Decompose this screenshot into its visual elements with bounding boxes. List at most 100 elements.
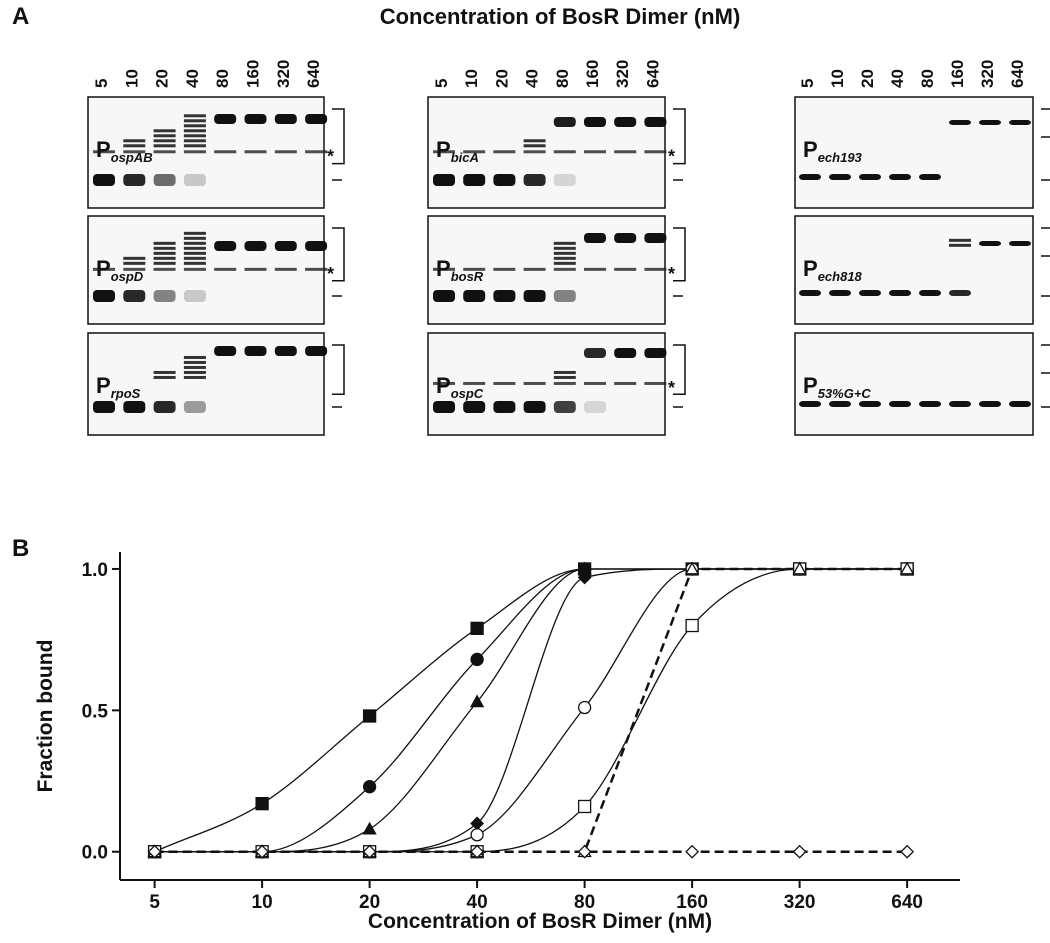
panel-label: B bbox=[12, 535, 29, 562]
band bbox=[274, 267, 297, 271]
band bbox=[553, 256, 576, 260]
lane-label: 10 bbox=[462, 69, 481, 88]
band bbox=[553, 150, 576, 154]
band bbox=[433, 267, 455, 271]
band bbox=[183, 251, 206, 255]
lane-label: 20 bbox=[858, 69, 877, 88]
band bbox=[463, 290, 486, 302]
band bbox=[153, 134, 176, 138]
band bbox=[584, 401, 606, 413]
nonspecific-marker: * bbox=[668, 378, 675, 398]
band bbox=[799, 290, 821, 296]
gel-label: PospAB bbox=[96, 137, 153, 165]
band bbox=[979, 120, 1001, 125]
lane-label: 40 bbox=[523, 69, 542, 88]
lane-label: 160 bbox=[948, 60, 967, 88]
band bbox=[153, 261, 176, 265]
x-tick-label: 320 bbox=[784, 892, 816, 913]
band bbox=[305, 150, 328, 154]
band bbox=[553, 290, 576, 302]
band bbox=[1009, 120, 1031, 125]
band bbox=[93, 401, 115, 413]
band bbox=[1009, 401, 1031, 407]
band bbox=[829, 290, 851, 296]
x-tick-label: 5 bbox=[149, 892, 160, 913]
band bbox=[433, 381, 455, 385]
band bbox=[153, 375, 176, 379]
band bbox=[463, 401, 486, 413]
band bbox=[523, 139, 546, 143]
marker bbox=[900, 844, 915, 859]
gel-label-subscript: ech193 bbox=[818, 150, 863, 165]
band bbox=[433, 174, 455, 186]
band bbox=[553, 401, 576, 413]
band bbox=[493, 401, 516, 413]
band bbox=[93, 267, 115, 271]
lane-label: 10 bbox=[828, 69, 847, 88]
gel-label-subscript: ech818 bbox=[818, 269, 863, 284]
band bbox=[1009, 241, 1031, 246]
marker bbox=[470, 694, 485, 708]
band bbox=[949, 120, 971, 125]
bracket bbox=[1041, 108, 1050, 138]
marker bbox=[900, 561, 915, 575]
marker bbox=[147, 844, 162, 859]
band bbox=[153, 150, 176, 154]
band bbox=[523, 401, 546, 413]
band bbox=[584, 233, 606, 243]
gel-frame bbox=[794, 96, 1034, 209]
marker bbox=[577, 844, 592, 859]
gel-label-main: P bbox=[96, 373, 111, 398]
gel-label-subscript: ospC bbox=[451, 386, 484, 401]
band bbox=[153, 129, 176, 133]
marker bbox=[362, 780, 377, 794]
band bbox=[553, 117, 576, 127]
bracket bbox=[1041, 344, 1050, 374]
lane-label: 320 bbox=[978, 60, 997, 88]
band bbox=[123, 139, 146, 143]
band bbox=[889, 401, 911, 407]
lane-label: 5 bbox=[798, 79, 817, 88]
band bbox=[584, 381, 606, 385]
band bbox=[949, 243, 971, 247]
band bbox=[93, 150, 115, 154]
band bbox=[553, 174, 576, 186]
marker bbox=[255, 797, 269, 811]
band bbox=[244, 114, 267, 124]
marker bbox=[577, 799, 592, 814]
band bbox=[153, 267, 176, 271]
marker bbox=[470, 621, 484, 635]
lane-label: 40 bbox=[183, 69, 202, 88]
band bbox=[153, 144, 176, 148]
y-tick-label: 1.0 bbox=[82, 560, 108, 581]
band bbox=[183, 134, 206, 138]
band bbox=[183, 360, 206, 364]
bracket bbox=[332, 227, 345, 282]
band bbox=[214, 150, 237, 154]
band bbox=[183, 290, 206, 302]
lane-label: 640 bbox=[304, 60, 323, 88]
band bbox=[153, 370, 176, 374]
band bbox=[183, 256, 206, 260]
marker bbox=[577, 700, 592, 715]
x-tick-label: 640 bbox=[891, 892, 923, 913]
band bbox=[949, 238, 971, 242]
band bbox=[493, 150, 516, 154]
band bbox=[919, 401, 941, 407]
band bbox=[183, 114, 206, 118]
band bbox=[493, 174, 516, 186]
band bbox=[123, 261, 146, 265]
band bbox=[183, 139, 206, 143]
nonspecific-marker: * bbox=[327, 264, 334, 284]
band bbox=[523, 174, 546, 186]
band bbox=[123, 144, 146, 148]
band bbox=[214, 241, 237, 251]
band bbox=[553, 370, 576, 374]
band bbox=[553, 251, 576, 255]
marker bbox=[470, 828, 484, 842]
gel-label: P53%G+C bbox=[803, 373, 871, 401]
band bbox=[584, 150, 606, 154]
band bbox=[123, 267, 146, 271]
